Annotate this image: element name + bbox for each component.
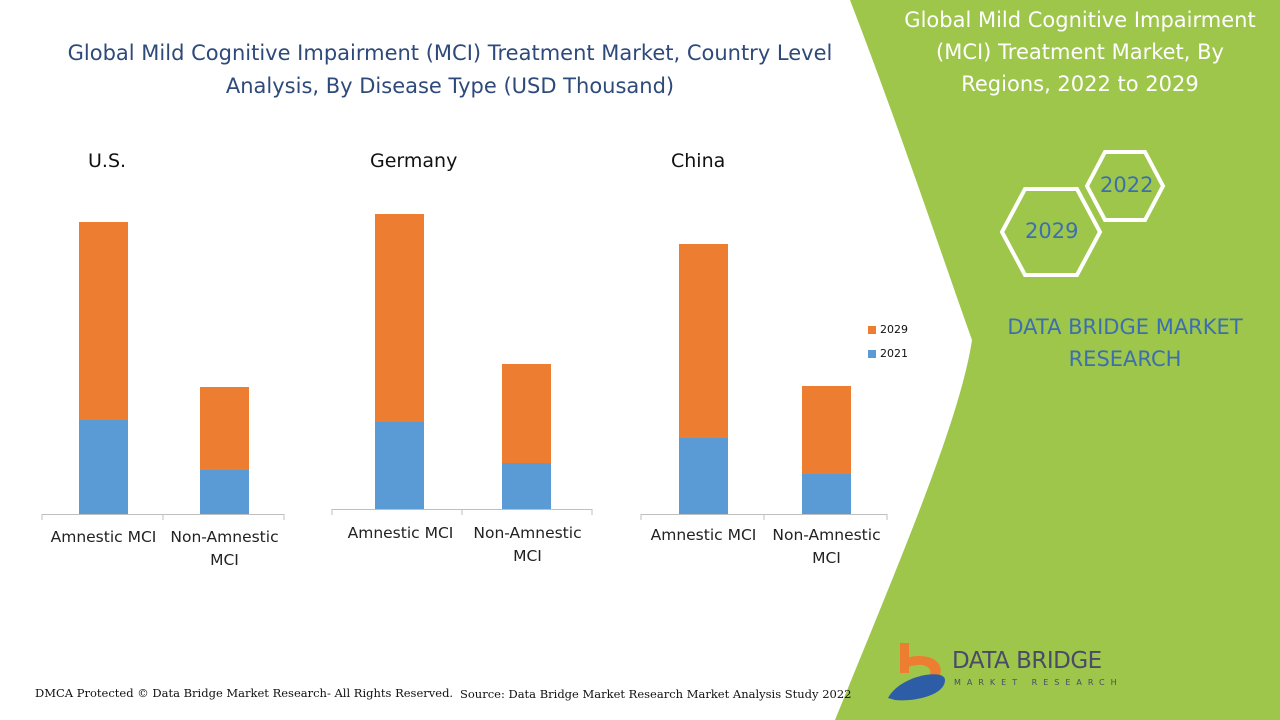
- chart-title-china: China: [671, 150, 726, 172]
- legend-label: 2029: [880, 323, 908, 336]
- legend-label: 2021: [880, 347, 908, 360]
- legend-item-2029: 2029: [868, 323, 908, 336]
- logo-icon: [888, 643, 945, 701]
- bar-2021-amnestic-mci: [375, 422, 424, 509]
- bar-2021-non-amnestic-mci: [200, 470, 249, 514]
- legend-item-2021: 2021: [868, 347, 908, 360]
- bar-2029-amnestic-mci: [375, 214, 424, 422]
- green-side-panel: [835, 0, 1280, 720]
- legend-swatch: [868, 350, 876, 358]
- side-title: Global Mild Cognitive Impairment (MCI) T…: [904, 8, 1256, 96]
- hex-label-2029: 2029: [1025, 219, 1079, 243]
- tick-label: Amnestic MCI: [347, 524, 454, 542]
- hexagon-2029: [999, 187, 1103, 277]
- bar-2021-non-amnestic-mci: [802, 474, 851, 514]
- logo-subtext: MARKET RESEARCH: [954, 678, 1123, 687]
- charts: [41, 214, 888, 520]
- bar-2021-amnestic-mci: [79, 420, 128, 514]
- bar-2029-amnestic-mci: [679, 244, 728, 438]
- tick-label: Non-Amnestic MCI: [772, 526, 881, 567]
- tick-label: Non-Amnestic MCI: [170, 528, 279, 569]
- chart-title-us: U.S.: [88, 150, 127, 172]
- footer-source: Source: Data Bridge Market Research Mark…: [460, 687, 852, 701]
- tick-label: Amnestic MCI: [650, 526, 757, 544]
- tick-label: Amnestic MCI: [50, 528, 157, 546]
- footer-copyright: DMCA Protected © Data Bridge Market Rese…: [35, 686, 454, 700]
- bar-2029-amnestic-mci: [79, 222, 128, 420]
- chart-title-germany: Germany: [370, 150, 458, 172]
- bar-2021-amnestic-mci: [679, 438, 728, 514]
- brand-text: DATA BRIDGE MARKET RESEARCH: [1007, 315, 1243, 371]
- hex-label-2022: 2022: [1100, 173, 1154, 197]
- legend-swatch: [868, 326, 876, 334]
- bar-2029-non-amnestic-mci: [200, 387, 249, 470]
- bar-2029-non-amnestic-mci: [802, 386, 851, 474]
- hexagon-2022: [1084, 150, 1166, 222]
- bar-2029-non-amnestic-mci: [502, 364, 551, 463]
- tick-label: Non-Amnestic MCI: [473, 524, 582, 565]
- chart-title: Global Mild Cognitive Impairment (MCI) T…: [67, 41, 833, 98]
- logo-text: DATA BRIDGE: [952, 648, 1102, 674]
- bar-2021-non-amnestic-mci: [502, 463, 551, 509]
